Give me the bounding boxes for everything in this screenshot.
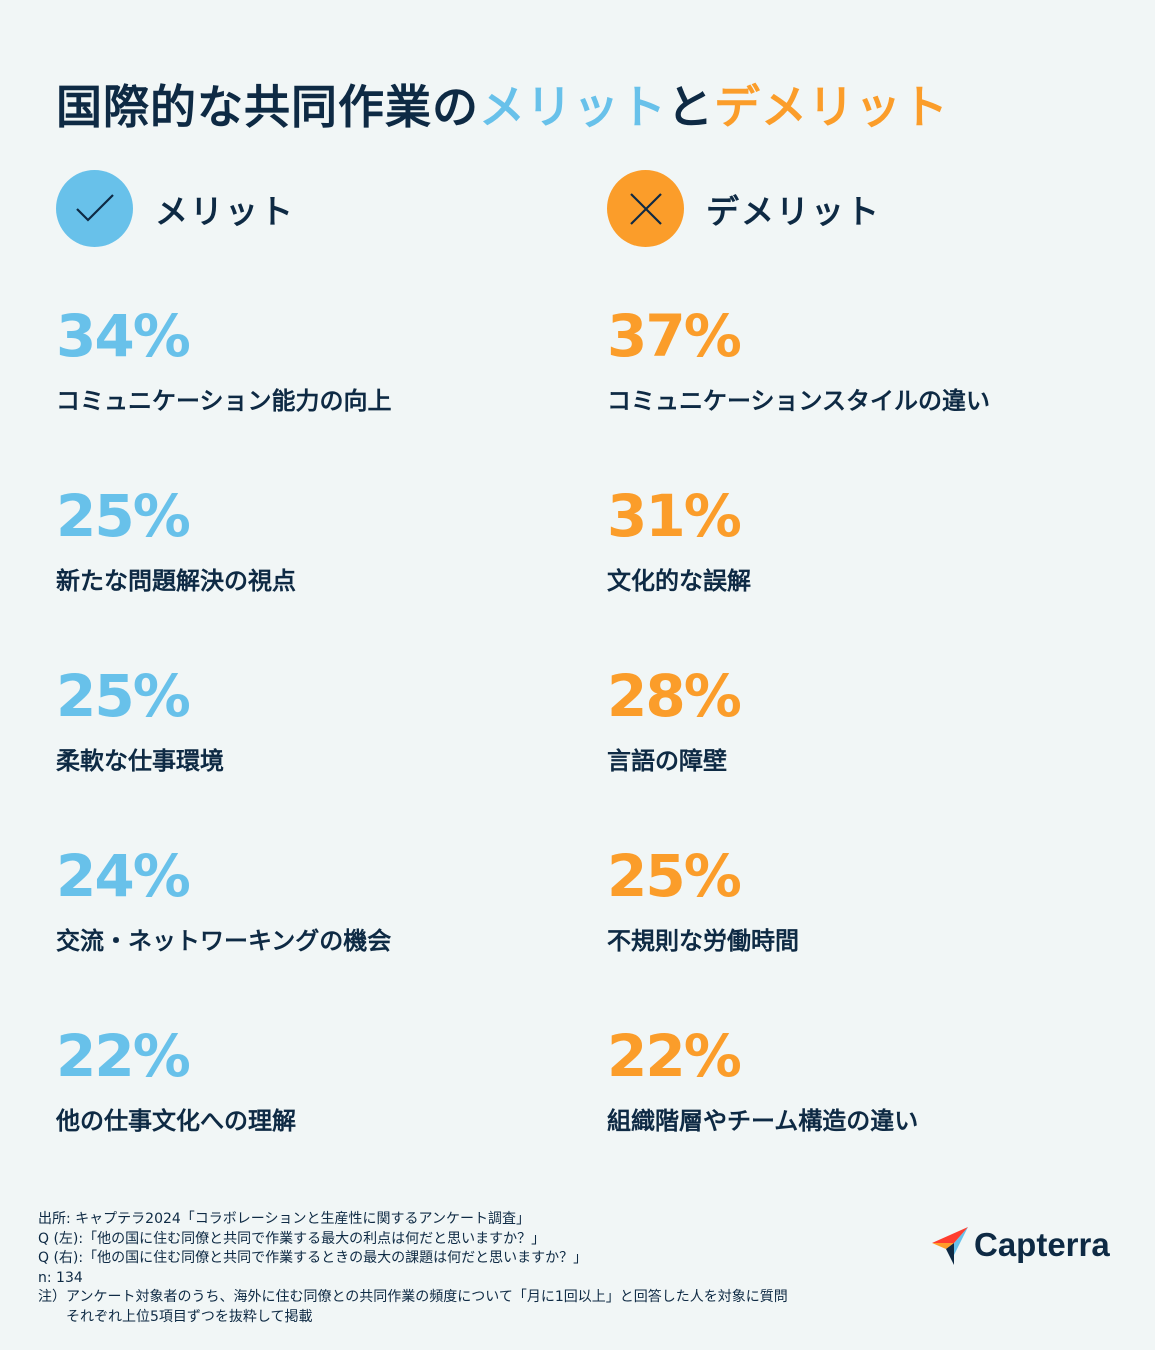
footnote-note-cont: それぞれ上位5項目ずつを抜粋して掲載: [66, 1308, 313, 1325]
cons-item-label: 文化的な誤解: [607, 567, 751, 595]
footnote-note: 注）アンケート対象者のうち、海外に住む同僚との共同作業の頻度について「月に1回以…: [38, 1289, 788, 1305]
cons-item-label: コミュニケーションスタイルの違い: [607, 387, 991, 415]
pros-header: メリット: [56, 170, 576, 247]
footnote-sample-size: n: 134: [38, 1269, 83, 1286]
cons-item-label: 言語の障壁: [607, 747, 727, 775]
cons-item-label: 不規則な労働時間: [607, 927, 799, 955]
capterra-arrow-logo-icon: [932, 1227, 968, 1265]
footnote: 出所: キャプテラ2024「コラボレーションと生産性に関するアンケート調査」 Q…: [38, 1210, 788, 1327]
cons-item: 22% 組織階層やチーム構造の違い: [607, 1027, 1127, 1207]
pros-list: 34% コミュニケーション能力の向上 25% 新たな問題解決の視点 25% 柔軟な仕事環境…: [56, 307, 576, 1207]
pros-percentage: 22%: [56, 1022, 191, 1090]
pros-percentage: 34%: [56, 302, 191, 370]
capterra-logo: Capterra: [930, 1225, 1110, 1265]
pros-item-label: コミュニケーション能力の向上: [56, 387, 392, 415]
logo-text: Capterra: [974, 1226, 1110, 1263]
cons-percentage: 37%: [607, 302, 742, 370]
cons-column: デメリット 37% コミュニケーションスタイルの違い 31% 文化的な誤解 28% 言語の…: [607, 170, 1127, 1207]
cons-item-label: 組織階層やチーム構造の違い: [607, 1107, 919, 1135]
check-icon: [56, 170, 133, 247]
pros-percentage: 24%: [56, 842, 191, 910]
cons-item: 25% 不規則な労働時間: [607, 847, 1127, 1027]
cons-percentage: 25%: [607, 842, 742, 910]
title-prefix: 国際的な共同作業の: [56, 79, 479, 134]
pros-item: 22% 他の仕事文化への理解: [56, 1027, 576, 1207]
cons-heading: デメリット: [706, 191, 881, 231]
pros-item: 25% 柔軟な仕事環境: [56, 667, 576, 847]
cons-item: 31% 文化的な誤解: [607, 487, 1127, 667]
title-connector: と: [667, 79, 714, 134]
pros-item-label: 新たな問題解決の視点: [56, 567, 296, 595]
pros-column: メリット 34% コミュニケーション能力の向上 25% 新たな問題解決の視点 25% 柔軟…: [56, 170, 576, 1207]
footnote-question-right: Q (右):「他の国に住む同僚と共同で作業するときの最大の課題は何だと思いますか…: [38, 1250, 588, 1266]
cons-item: 37% コミュニケーションスタイルの違い: [607, 307, 1127, 487]
pros-percentage: 25%: [56, 662, 191, 730]
footnote-question-left: Q (左):「他の国に住む同僚と共同で作業する最大の利点は何だと思いますか？」: [38, 1230, 546, 1247]
page-title: 国際的な共同作業のメリットとデメリット: [56, 71, 949, 137]
pros-item: 25% 新たな問題解決の視点: [56, 487, 576, 667]
pros-item-label: 他の仕事文化への理解: [56, 1107, 296, 1135]
cons-header: デメリット: [607, 170, 1127, 247]
title-cons-word: デメリット: [714, 79, 949, 134]
cons-percentage: 31%: [607, 482, 742, 550]
cons-item: 28% 言語の障壁: [607, 667, 1127, 847]
cons-list: 37% コミュニケーションスタイルの違い 31% 文化的な誤解 28% 言語の障壁 25% 不…: [607, 307, 1127, 1207]
pros-item: 24% 交流・ネットワーキングの機会: [56, 847, 576, 1027]
pros-item-label: 交流・ネットワーキングの機会: [56, 927, 392, 955]
pros-item: 34% コミュニケーション能力の向上: [56, 307, 576, 487]
pros-heading: メリット: [155, 191, 295, 231]
footnote-source: 出所: キャプテラ2024「コラボレーションと生産性に関するアンケート調査」: [38, 1211, 530, 1227]
pros-percentage: 25%: [56, 482, 191, 550]
pros-item-label: 柔軟な仕事環境: [56, 747, 224, 775]
cons-percentage: 22%: [607, 1022, 742, 1090]
cons-percentage: 28%: [607, 662, 742, 730]
x-icon: [607, 170, 684, 247]
title-pros-word: メリット: [479, 79, 667, 134]
